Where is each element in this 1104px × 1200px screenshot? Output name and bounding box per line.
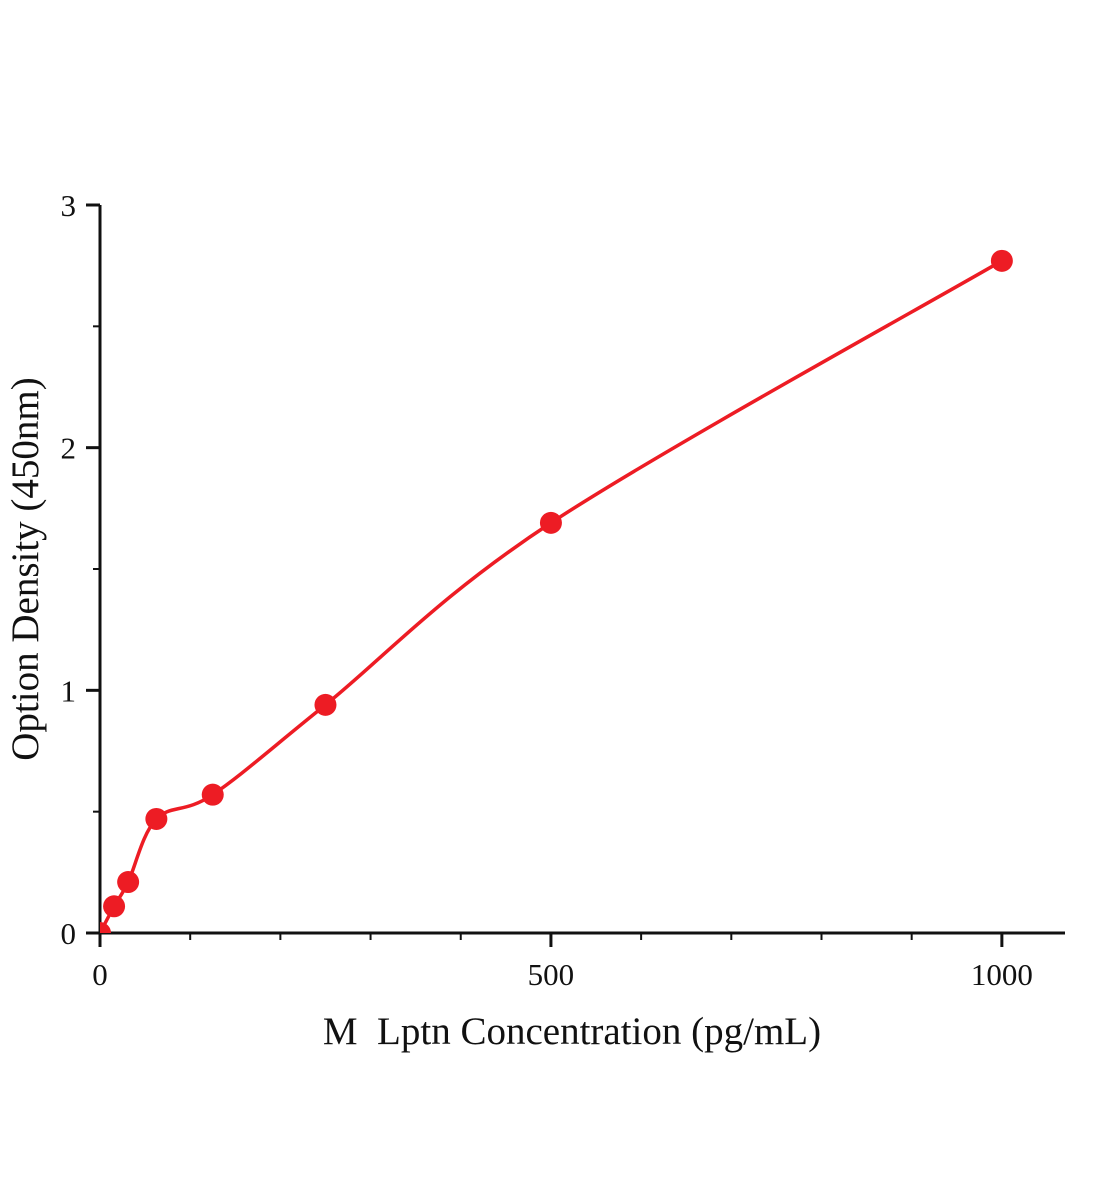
fit-curve <box>100 259 1003 933</box>
data-point <box>990 249 1013 272</box>
x-tick-label: 1000 <box>971 957 1033 992</box>
data-point <box>145 807 168 830</box>
series-m-lptn-standard-curve <box>100 249 1013 933</box>
y-tick-label: 1 <box>61 673 77 708</box>
data-point <box>117 871 140 894</box>
x-tick-label: 500 <box>528 957 575 992</box>
data-point <box>201 783 224 806</box>
data-point <box>103 895 126 918</box>
y-axis-title: Option Density (450nm) <box>4 377 47 760</box>
data-point <box>539 511 562 534</box>
x-axis-title: M Lptn Concentration (pg/mL) <box>323 1010 821 1053</box>
y-tick-label: 0 <box>61 916 77 951</box>
y-tick-label: 2 <box>61 431 77 466</box>
x-tick-label: 0 <box>92 957 108 992</box>
data-point <box>314 693 337 716</box>
plot-area: 0 500 1000 0 1 2 3 <box>61 188 1065 992</box>
data-point <box>100 922 111 933</box>
y-tick-label: 3 <box>61 188 77 223</box>
